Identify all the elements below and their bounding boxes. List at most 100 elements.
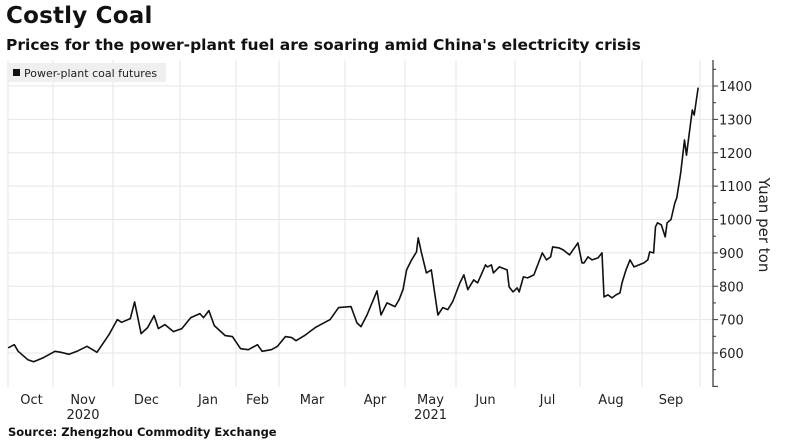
data-point	[240, 348, 242, 350]
data-point	[17, 350, 19, 352]
data-point	[164, 324, 166, 326]
data-point	[687, 139, 690, 141]
data-point	[420, 252, 423, 254]
data-point	[447, 309, 449, 311]
data-point	[473, 279, 475, 281]
data-point	[410, 259, 413, 261]
data-point	[492, 272, 494, 274]
data-point	[649, 251, 651, 253]
x-tick-label: Nov	[70, 393, 96, 408]
data-point	[350, 306, 352, 308]
data-point	[134, 301, 136, 303]
data-point	[647, 259, 649, 261]
legend-label: Power-plant coal futures	[24, 67, 157, 80]
legend-swatch	[13, 69, 20, 76]
series-line-coal-futures	[8, 87, 699, 363]
data-point	[199, 313, 201, 315]
data-point	[121, 321, 123, 323]
data-point	[402, 288, 404, 291]
chart-title: Costly Coal	[6, 3, 153, 29]
data-point	[581, 262, 583, 264]
x-tick-label: Sep	[659, 393, 684, 408]
data-point	[398, 299, 400, 301]
data-point	[380, 314, 382, 316]
data-point	[533, 274, 535, 276]
data-point	[552, 246, 554, 248]
x-year-label: 2021	[414, 408, 447, 423]
data-point	[490, 264, 492, 266]
data-point	[129, 318, 131, 320]
data-point	[157, 328, 159, 330]
data-point	[568, 254, 571, 256]
y-axis-title: Yuan per ton	[755, 177, 773, 273]
data-point	[314, 327, 316, 329]
x-tick-label: Mar	[300, 393, 325, 408]
data-point	[33, 361, 35, 363]
data-point	[674, 202, 676, 204]
data-point	[270, 349, 272, 351]
x-tick-label: Jun	[474, 393, 495, 408]
data-point	[172, 331, 175, 333]
data-point	[670, 218, 672, 221]
y-tick-label: 800	[719, 280, 744, 295]
series-layer	[7, 87, 699, 363]
data-point	[360, 326, 362, 328]
data-point	[406, 269, 408, 271]
y-axis: 600 700 800 900 1000 1100 1200 1300 1400	[712, 60, 752, 387]
data-point	[597, 257, 599, 259]
data-point	[601, 252, 603, 254]
data-point	[213, 325, 215, 327]
data-point	[153, 315, 155, 317]
data-point	[261, 350, 263, 352]
data-point	[394, 306, 396, 308]
data-point	[545, 259, 548, 261]
data-point	[415, 251, 418, 253]
data-point	[386, 302, 388, 304]
data-point	[76, 350, 78, 352]
y-tick-label: 700	[719, 314, 744, 329]
data-point	[607, 294, 609, 296]
data-point	[284, 336, 286, 338]
data-point	[508, 286, 510, 288]
data-point	[619, 292, 621, 294]
data-point	[558, 247, 560, 249]
x-tick-label: Aug	[598, 393, 623, 408]
data-point	[295, 340, 297, 342]
x-tick-label: Jul	[539, 393, 556, 408]
data-point	[625, 269, 627, 271]
data-point	[664, 236, 666, 238]
data-point	[486, 266, 489, 268]
x-tick-label: Oct	[20, 393, 42, 408]
x-tick-label: Feb	[246, 393, 269, 408]
data-point	[459, 282, 461, 284]
data-point	[685, 154, 688, 156]
data-point	[140, 333, 142, 335]
data-point	[577, 242, 579, 244]
data-point	[463, 274, 465, 276]
data-point	[467, 288, 469, 291]
data-point	[666, 222, 668, 224]
data-point	[116, 319, 118, 321]
data-point	[550, 256, 552, 258]
data-point	[621, 282, 623, 284]
data-point	[376, 290, 378, 292]
data-point	[591, 259, 593, 261]
data-point	[691, 109, 693, 111]
data-point	[208, 310, 210, 312]
data-point	[417, 237, 419, 239]
data-point	[477, 282, 479, 284]
data-point	[522, 276, 524, 278]
data-point	[430, 269, 432, 271]
data-point	[190, 317, 192, 319]
legend-box	[8, 63, 166, 82]
data-point	[654, 226, 657, 228]
gridlines	[7, 60, 713, 387]
data-point	[697, 87, 699, 89]
y-tick-label: 1100	[719, 180, 752, 195]
data-point	[425, 272, 427, 274]
data-point	[516, 287, 518, 289]
y-tick-label: 600	[719, 347, 744, 362]
data-point	[303, 335, 306, 337]
data-point	[54, 350, 56, 352]
